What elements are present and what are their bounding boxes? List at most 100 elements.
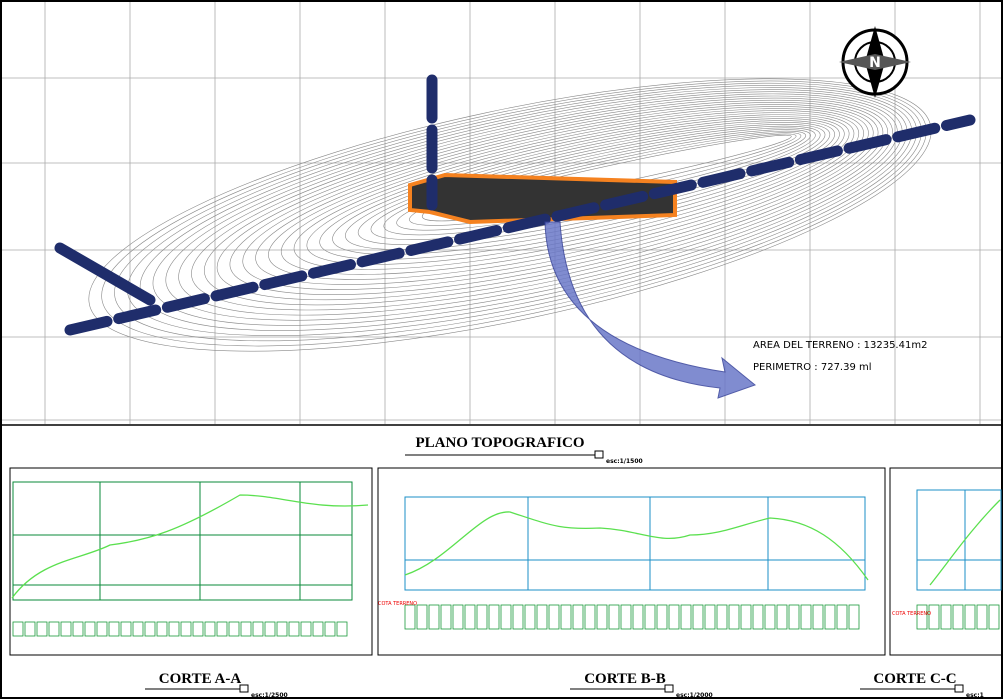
- station-box: [584, 604, 596, 630]
- station-box: [776, 604, 788, 630]
- station-box: [632, 604, 644, 630]
- contour: [319, 116, 845, 260]
- panel-frame: [377, 467, 886, 656]
- terrain-profile: [404, 511, 869, 581]
- station-box: [476, 604, 488, 630]
- station-box: [404, 604, 416, 630]
- contour: [345, 120, 835, 250]
- station-box: [704, 604, 716, 630]
- station-box: [812, 604, 824, 630]
- section-scale: esc:1/2500: [251, 692, 288, 699]
- contour: [242, 104, 874, 290]
- scale-box: [594, 450, 604, 459]
- station-box: [940, 604, 952, 630]
- contour: [306, 114, 850, 265]
- station-box: [324, 621, 336, 637]
- station-box: [416, 604, 428, 630]
- section-title: CORTE A-A: [159, 671, 242, 687]
- section-panel: COTA TERRENO CORTE C-C esc:1: [860, 467, 1003, 699]
- station-box: [336, 621, 348, 637]
- panel-frame: [9, 467, 373, 656]
- contour: [293, 112, 855, 270]
- station-box: [288, 621, 300, 637]
- station-box: [764, 604, 776, 630]
- station-box: [72, 621, 84, 637]
- section-panel: COTA TERRENO CORTE B-B esc:1/2000: [377, 467, 886, 699]
- contour: [127, 85, 917, 336]
- section-scale: esc:1: [966, 692, 984, 699]
- station-box: [84, 621, 96, 637]
- station-box: [512, 604, 524, 630]
- station-box: [156, 621, 168, 637]
- station-box: [524, 604, 536, 630]
- cota-label: COTA TERRENO: [378, 601, 417, 607]
- section-title: CORTE C-C: [873, 671, 956, 687]
- station-box: [500, 604, 512, 630]
- section-panel: CORTE A-A esc:1/2500: [9, 467, 373, 699]
- north-arrow: N: [839, 26, 911, 98]
- station-box: [976, 604, 988, 630]
- contour: [229, 102, 879, 295]
- scale-box: [954, 684, 964, 693]
- station-box: [952, 604, 964, 630]
- section-title: CORTE B-B: [584, 671, 666, 687]
- station-box: [120, 621, 132, 637]
- station-box: [48, 621, 60, 637]
- station-box: [300, 621, 312, 637]
- station-box: [312, 621, 324, 637]
- profile-grid: [404, 496, 866, 591]
- terrain-profile: [929, 499, 1001, 586]
- station-box: [60, 621, 72, 637]
- area-label: AREA DEL TERRENO : 13235.41m2: [753, 340, 927, 351]
- station-box: [668, 604, 680, 630]
- station-box: [96, 621, 108, 637]
- station-box: [560, 604, 572, 630]
- scale-box: [239, 684, 249, 693]
- station-box: [216, 621, 228, 637]
- station-box: [740, 604, 752, 630]
- station-box: [548, 604, 560, 630]
- station-box: [24, 621, 36, 637]
- profile-grid: [12, 481, 353, 601]
- station-box: [144, 621, 156, 637]
- panel-frame: [889, 467, 1003, 656]
- cota-label: COTA TERRENO: [892, 611, 931, 617]
- contour: [178, 93, 898, 316]
- station-box: [964, 604, 976, 630]
- station-box: [596, 604, 608, 630]
- callout-arrow: [544, 221, 757, 399]
- station-box: [240, 621, 252, 637]
- station-box: [132, 621, 144, 637]
- station-box: [848, 604, 860, 630]
- station-box: [928, 604, 940, 630]
- station-box: [440, 604, 452, 630]
- station-box: [692, 604, 704, 630]
- scale-box: [664, 684, 674, 693]
- station-box: [916, 604, 928, 630]
- station-box: [728, 604, 740, 630]
- station-box: [644, 604, 656, 630]
- station-box: [228, 621, 240, 637]
- contour: [165, 91, 903, 321]
- station-box: [620, 604, 632, 630]
- station-box: [572, 604, 584, 630]
- station-box: [608, 604, 620, 630]
- station-box: [752, 604, 764, 630]
- station-box: [108, 621, 120, 637]
- station-box: [464, 604, 476, 630]
- station-box: [488, 604, 500, 630]
- station-box: [192, 621, 204, 637]
- axis-a: [64, 114, 976, 336]
- station-box: [800, 604, 812, 630]
- plan-scale: esc:1/1500: [606, 458, 643, 465]
- lot-outline: [408, 172, 677, 225]
- station-box: [716, 604, 728, 630]
- contour: [255, 106, 869, 285]
- station-box: [36, 621, 48, 637]
- station-box: [680, 604, 692, 630]
- station-box: [536, 604, 548, 630]
- station-box: [264, 621, 276, 637]
- contour: [268, 108, 864, 280]
